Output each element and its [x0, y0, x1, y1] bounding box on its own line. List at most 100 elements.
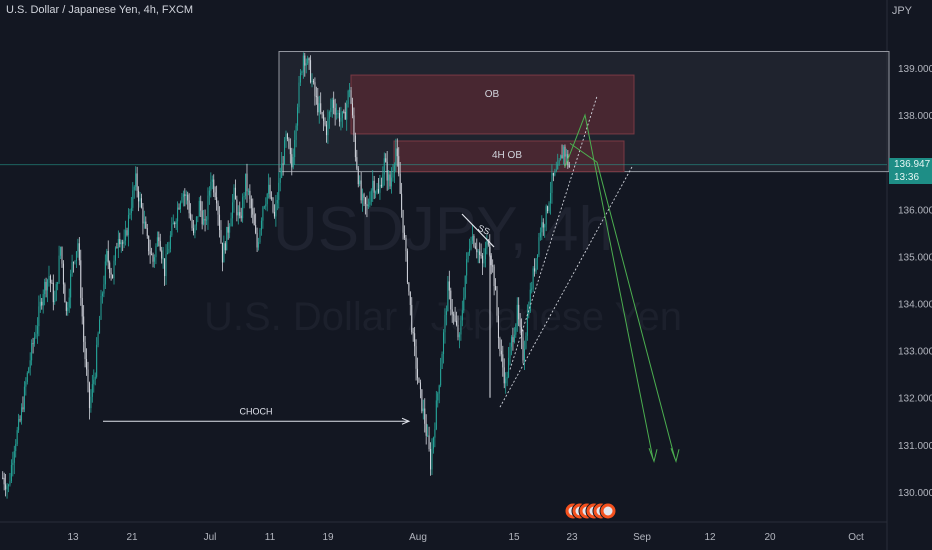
candle-body: [499, 338, 501, 351]
candle-body: [415, 346, 417, 369]
candle-body: [396, 148, 398, 157]
candle-body: [259, 230, 261, 243]
last-price-tag: 136.947: [889, 158, 932, 171]
candle-body: [555, 169, 557, 172]
candle-body: [126, 230, 128, 235]
candle-body: [377, 189, 380, 193]
candle-body: [230, 218, 232, 227]
candle-body: [47, 279, 49, 291]
candle-body: [406, 251, 408, 283]
candle-body: [370, 190, 372, 202]
x-tick-label: 12: [704, 532, 716, 543]
candle-body: [456, 320, 458, 325]
ob-4h-zone: [393, 140, 625, 173]
candle-body: [521, 327, 523, 338]
candle-body: [237, 212, 239, 216]
candle-body: [492, 265, 494, 267]
candle-body: [6, 486, 8, 490]
candle-body: [541, 222, 543, 233]
candle-body: [158, 237, 160, 242]
candle-body: [289, 147, 291, 155]
candle-body: [557, 163, 559, 170]
candle-body: [375, 192, 377, 194]
ob-4h-zone-label: 4H OB: [492, 150, 522, 161]
candle-body: [263, 206, 265, 208]
candle-body: [114, 247, 116, 261]
x-tick-label: Oct: [848, 532, 864, 543]
candle-body: [522, 337, 524, 361]
candle-body: [308, 58, 310, 61]
candle-body: [67, 307, 69, 311]
candle-body: [474, 246, 476, 249]
candle-body: [51, 282, 53, 284]
candle-body: [341, 111, 343, 118]
candle-body: [195, 216, 197, 226]
candle-body: [529, 289, 531, 312]
candle-body: [265, 204, 267, 207]
candle-body: [294, 139, 296, 158]
candle-body: [536, 254, 538, 259]
candle-body: [217, 203, 219, 215]
candle-body: [187, 194, 189, 201]
x-tick-label: 20: [764, 532, 776, 543]
trendline-lower: [499, 166, 633, 408]
candle-body: [463, 297, 465, 311]
candle-body: [220, 230, 222, 243]
candle-body: [432, 437, 434, 449]
candle-body: [276, 199, 278, 204]
candle-body: [149, 251, 151, 255]
candle-body: [281, 163, 283, 179]
candle-body: [538, 237, 540, 255]
candle-body: [246, 173, 248, 192]
candle-body: [35, 333, 37, 338]
candle-body: [333, 99, 335, 108]
candle-body: [454, 315, 456, 321]
candle-body: [417, 368, 419, 378]
candle-body: [519, 319, 521, 328]
candle-body: [380, 184, 382, 187]
candle-body: [292, 157, 294, 168]
candle-body: [12, 462, 14, 465]
x-tick-label: 23: [566, 532, 578, 543]
candle-body: [64, 284, 66, 303]
candle-body: [39, 301, 41, 307]
candle-body: [347, 90, 349, 104]
candle-body: [386, 161, 388, 181]
candle-body: [148, 235, 150, 252]
candle-body: [219, 214, 221, 231]
candle-body: [438, 385, 440, 394]
candle-body: [353, 115, 355, 136]
candle-body: [10, 464, 12, 481]
candle-body: [262, 207, 264, 221]
y-tick-label: 138.000: [898, 111, 932, 122]
candle-body: [74, 260, 76, 263]
candle-body: [542, 222, 544, 228]
currency-label: JPY: [891, 5, 912, 17]
candle-body: [409, 291, 411, 305]
candle-body: [211, 179, 213, 182]
candle-body: [444, 314, 446, 333]
candle-body: [25, 381, 27, 387]
candle-body: [93, 379, 95, 385]
candle-body: [513, 334, 515, 343]
candle-body: [291, 154, 293, 168]
candle-body: [153, 257, 155, 262]
candle-body: [146, 228, 148, 236]
candle-body: [42, 294, 44, 306]
candle-body: [373, 180, 375, 193]
candle-body: [418, 377, 420, 383]
candle-body: [142, 207, 144, 224]
candle-body: [226, 226, 228, 251]
candle-body: [5, 484, 7, 490]
candle-body: [568, 165, 570, 168]
candle-body: [197, 216, 199, 218]
candle-body: [242, 197, 244, 219]
candle-body: [110, 272, 112, 275]
candle-body: [349, 90, 351, 92]
candle-body: [484, 248, 486, 260]
candle-body: [466, 259, 468, 276]
candle-body: [392, 172, 394, 178]
candle-body: [534, 268, 536, 272]
